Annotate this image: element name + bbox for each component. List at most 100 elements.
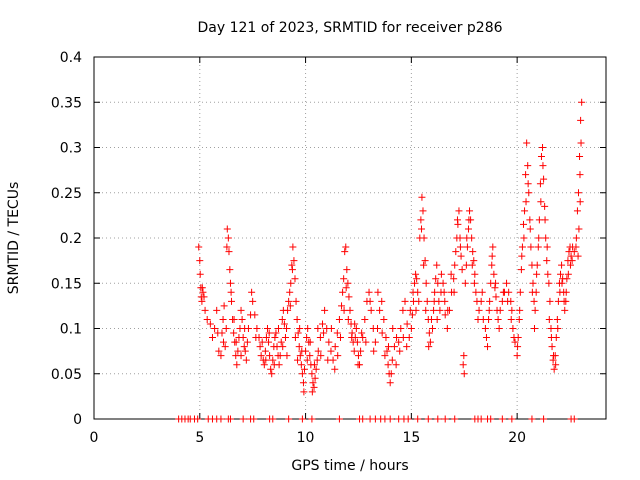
y-tick-label: 0.1 xyxy=(60,322,82,338)
data-point xyxy=(353,338,361,346)
data-point xyxy=(499,288,507,296)
data-point xyxy=(288,266,296,274)
data-point xyxy=(450,288,458,296)
data-point xyxy=(413,275,421,283)
data-point xyxy=(540,415,548,423)
data-point xyxy=(279,343,287,351)
data-point xyxy=(374,288,382,296)
data-point xyxy=(285,415,293,423)
data-point xyxy=(226,415,234,423)
data-point xyxy=(294,329,302,337)
data-point xyxy=(240,343,248,351)
data-point xyxy=(540,175,548,183)
data-point xyxy=(404,415,412,423)
data-point xyxy=(474,315,482,323)
data-point xyxy=(342,284,350,292)
data-point xyxy=(296,325,304,332)
data-point xyxy=(504,297,512,305)
data-point xyxy=(234,347,242,355)
data-point xyxy=(550,365,558,373)
data-point xyxy=(405,334,413,342)
data-point xyxy=(547,325,555,332)
data-point xyxy=(263,325,271,332)
data-point xyxy=(303,334,311,342)
data-point xyxy=(219,315,227,323)
data-point xyxy=(439,279,447,287)
data-point xyxy=(524,162,532,170)
data-point xyxy=(463,234,471,242)
data-point xyxy=(553,315,561,323)
data-point xyxy=(434,415,442,423)
data-point xyxy=(365,288,373,296)
data-point xyxy=(253,325,261,332)
data-point xyxy=(335,315,343,323)
x-tick-label: 20 xyxy=(508,430,526,446)
data-point xyxy=(564,270,572,278)
data-point xyxy=(494,315,502,323)
data-point xyxy=(338,302,346,310)
data-point xyxy=(352,325,360,332)
data-point xyxy=(395,338,403,346)
y-tick-label: 0.05 xyxy=(51,367,82,383)
data-point xyxy=(420,234,428,242)
data-point xyxy=(488,261,496,269)
data-point xyxy=(528,288,536,296)
data-point xyxy=(470,279,478,287)
data-point xyxy=(443,325,451,332)
data-point xyxy=(444,306,452,314)
data-point xyxy=(262,334,270,342)
data-point xyxy=(560,297,568,305)
y-tick-label: 0.35 xyxy=(51,95,82,111)
data-point xyxy=(303,356,311,364)
data-point xyxy=(563,275,571,283)
data-point xyxy=(577,116,585,124)
data-point xyxy=(535,234,543,242)
data-point xyxy=(421,257,429,265)
data-point xyxy=(484,343,492,351)
data-point xyxy=(316,334,324,342)
data-point xyxy=(291,275,299,283)
data-point xyxy=(576,171,584,179)
data-point xyxy=(450,275,458,283)
data-point xyxy=(533,270,541,278)
data-point xyxy=(520,234,528,242)
data-point xyxy=(419,207,427,215)
data-point xyxy=(343,266,351,274)
data-point xyxy=(201,306,209,314)
data-point xyxy=(430,297,438,305)
data-point xyxy=(424,415,432,423)
data-point xyxy=(390,343,398,351)
x-axis-label: GPS time / hours xyxy=(291,458,408,474)
data-point xyxy=(269,356,277,364)
data-point xyxy=(498,415,506,423)
data-point xyxy=(403,320,411,328)
data-point xyxy=(420,261,428,269)
data-point xyxy=(436,306,444,314)
data-point xyxy=(576,198,584,206)
data-point xyxy=(537,198,545,206)
data-point xyxy=(508,306,516,314)
data-point xyxy=(268,370,276,378)
data-point xyxy=(290,257,298,265)
data-point xyxy=(409,288,417,296)
data-point xyxy=(261,347,269,355)
data-point xyxy=(313,356,321,364)
data-point xyxy=(298,415,306,423)
data-point xyxy=(433,261,441,269)
data-point xyxy=(425,329,433,337)
y-tick-label: 0 xyxy=(73,412,82,428)
data-point xyxy=(407,325,415,332)
data-point xyxy=(239,415,247,423)
data-point xyxy=(516,288,524,296)
data-point xyxy=(422,279,430,287)
data-point xyxy=(460,352,468,360)
data-point xyxy=(456,243,464,251)
y-tick-label: 0.3 xyxy=(60,141,82,157)
data-point xyxy=(526,225,534,233)
data-point xyxy=(295,343,303,351)
data-point xyxy=(227,288,235,296)
data-point xyxy=(412,270,420,278)
data-point xyxy=(485,306,493,314)
data-point xyxy=(215,347,223,355)
data-point xyxy=(344,315,352,323)
